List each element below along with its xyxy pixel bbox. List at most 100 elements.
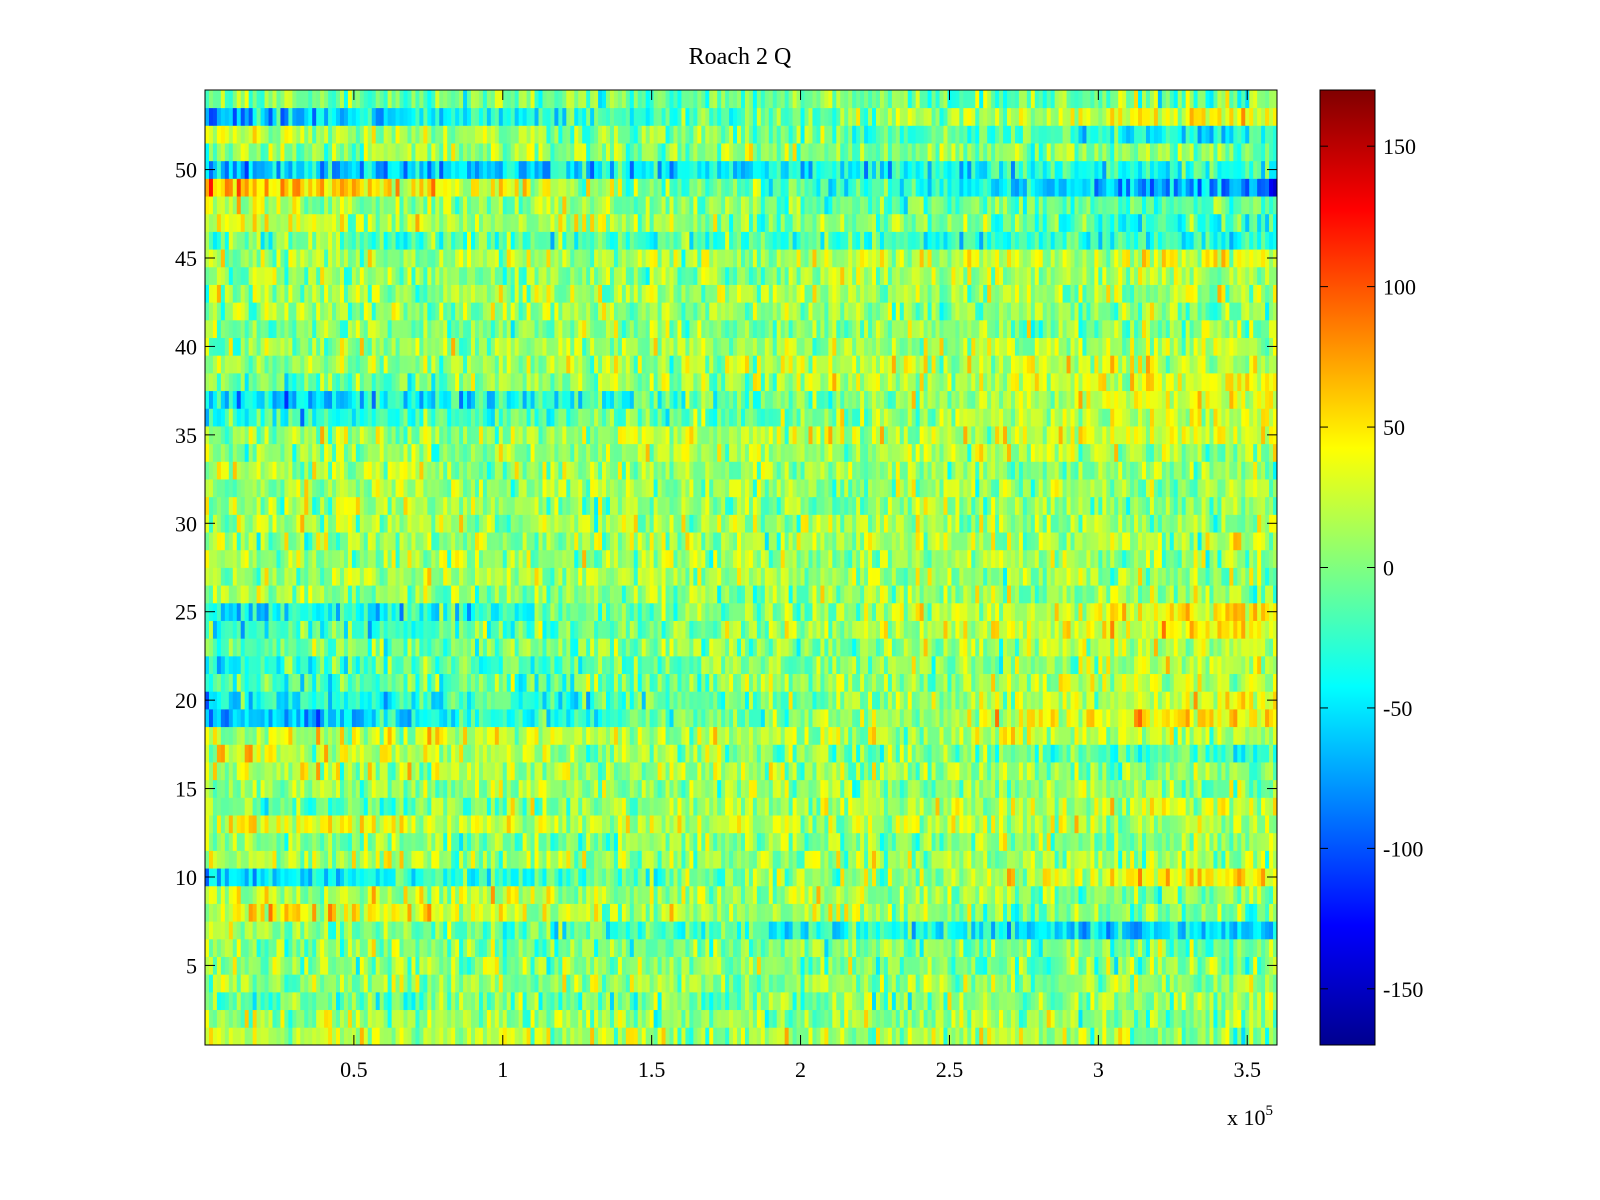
heatmap-cell — [447, 903, 452, 922]
heatmap-cell — [498, 974, 504, 993]
heatmap-cell — [649, 850, 655, 869]
heatmap-cell — [284, 762, 289, 781]
heatmap-cell — [804, 868, 809, 887]
heatmap-cell — [1241, 885, 1246, 904]
heatmap-cell — [788, 974, 794, 993]
heatmap-cell — [1181, 797, 1187, 816]
heatmap-cell — [1217, 726, 1222, 745]
heatmap-cell — [991, 1027, 996, 1046]
heatmap-cell — [879, 797, 885, 816]
heatmap-cell — [598, 832, 603, 851]
heatmap-cell — [419, 938, 424, 957]
heatmap-cell — [1007, 850, 1012, 869]
heatmap-cell — [518, 815, 524, 834]
heatmap-cell — [1078, 744, 1083, 763]
heatmap-cell — [590, 744, 595, 763]
heatmap-cell — [776, 1009, 782, 1028]
heatmap-cell — [613, 974, 619, 993]
heatmap-cell — [832, 797, 837, 816]
heatmap-cell — [955, 903, 960, 922]
heatmap-cell — [947, 991, 952, 1011]
heatmap-cell — [963, 991, 968, 1011]
heatmap-cell — [963, 903, 968, 922]
heatmap-cell — [760, 1009, 766, 1028]
heatmap-cell — [570, 762, 575, 781]
heatmap-cell — [705, 832, 710, 851]
heatmap-cell — [510, 991, 516, 1011]
heatmap-cell — [1010, 974, 1016, 993]
heatmap-cell — [955, 744, 960, 763]
heatmap-cell — [748, 903, 754, 922]
heatmap-cell — [836, 974, 841, 993]
heatmap-cell — [1189, 850, 1195, 869]
heatmap-cell — [264, 762, 269, 781]
heatmap-cell — [308, 797, 313, 816]
heatmap-cell — [463, 815, 468, 834]
heatmap-cell — [292, 991, 297, 1011]
heatmap-cell — [1003, 1009, 1008, 1028]
heatmap-cell — [856, 850, 861, 869]
heatmap-cell — [1102, 956, 1107, 975]
heatmap-cell — [339, 974, 345, 993]
heatmap-cell — [673, 903, 678, 922]
heatmap-cell — [367, 779, 373, 798]
heatmap-cell — [355, 815, 361, 834]
heatmap-cell — [613, 779, 619, 798]
heatmap-cell — [248, 762, 254, 781]
heatmap-cell — [935, 921, 940, 940]
heatmap-cell — [629, 832, 635, 851]
heatmap-cell — [629, 850, 635, 869]
heatmap-cell — [995, 938, 1000, 957]
heatmap-cell — [693, 1027, 698, 1046]
heatmap-cell — [899, 832, 905, 851]
heatmap-cell — [208, 991, 214, 1011]
heatmap-cell — [824, 868, 829, 887]
heatmap-cell — [1106, 1027, 1111, 1046]
heatmap-cell — [911, 868, 917, 887]
heatmap-cell — [840, 726, 845, 745]
heatmap-cell — [264, 956, 269, 975]
heatmap-cell — [717, 797, 722, 816]
heatmap-cell — [554, 779, 559, 798]
heatmap-cell — [1161, 797, 1167, 816]
heatmap-cell — [1102, 779, 1107, 798]
heatmap-cell — [891, 797, 897, 816]
heatmap-cell — [562, 921, 567, 940]
heatmap-cell — [244, 708, 250, 728]
heatmap-cell — [264, 797, 269, 816]
heatmap-cell — [244, 921, 250, 940]
heatmap-cell — [212, 868, 218, 887]
heatmap-cell — [1134, 832, 1139, 851]
heatmap-cell — [582, 815, 587, 834]
heatmap-cell — [538, 974, 543, 993]
heatmap-cell — [367, 762, 373, 781]
heatmap-cell — [1082, 938, 1087, 957]
heatmap-cell — [1249, 885, 1254, 904]
heatmap-cell — [1265, 903, 1270, 922]
heatmap-cell — [1074, 885, 1079, 904]
heatmap-cell — [518, 1027, 524, 1046]
heatmap-cell — [1237, 797, 1242, 816]
heatmap-cell — [693, 956, 698, 975]
heatmap-cell — [1257, 832, 1262, 851]
heatmap-cell — [522, 868, 527, 887]
heatmap-cell — [947, 921, 952, 940]
heatmap-cell — [439, 850, 444, 869]
heatmap-cell — [1038, 903, 1044, 922]
heatmap-cell — [1265, 974, 1270, 993]
heatmap-cell — [879, 1009, 885, 1028]
heatmap-cell — [419, 921, 424, 940]
heatmap-cell — [435, 938, 440, 957]
heatmap-cell — [677, 797, 682, 816]
heatmap-cell — [435, 815, 440, 834]
heatmap-cell — [1030, 938, 1036, 957]
heatmap-cell — [764, 850, 770, 869]
heatmap-cell — [784, 1009, 790, 1028]
heatmap-cell — [220, 921, 226, 940]
heatmap-cell — [1193, 815, 1198, 834]
heatmap-cell — [248, 850, 254, 869]
heatmap-cell — [598, 938, 603, 957]
heatmap-cell — [502, 832, 508, 851]
heatmap-cell — [1122, 1027, 1127, 1046]
heatmap-cell — [661, 938, 666, 957]
